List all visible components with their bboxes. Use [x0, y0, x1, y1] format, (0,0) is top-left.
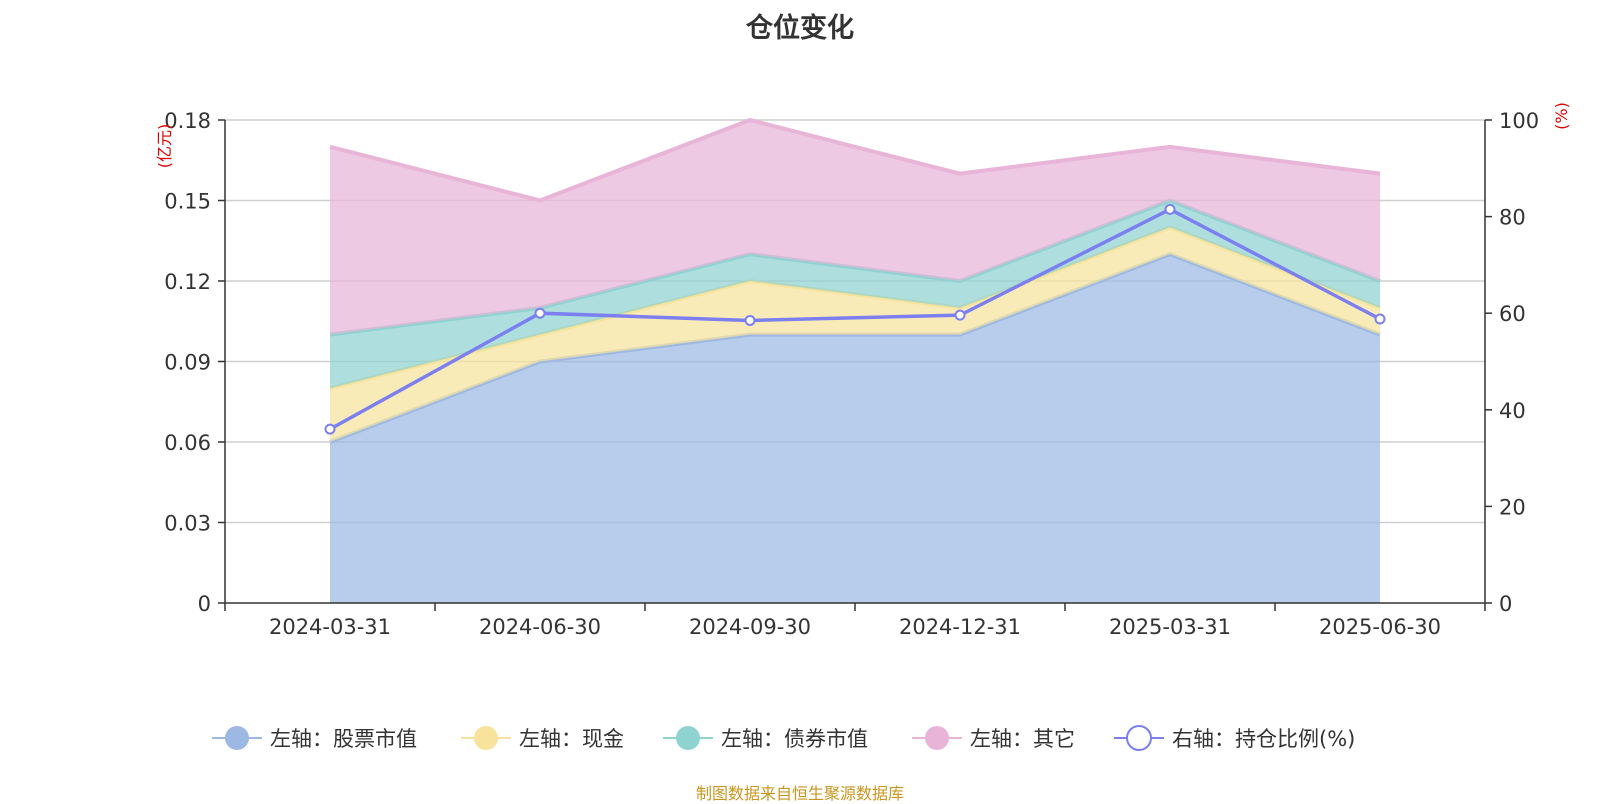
left-tick-label: 0.12 [164, 270, 211, 294]
legend-label: 右轴：持仓比例(%) [1172, 727, 1355, 751]
area-edge-4 [329, 117, 1381, 203]
legend-label: 左轴：其它 [970, 727, 1075, 751]
ratio-point [954, 309, 966, 321]
left-tick-label: 0.18 [164, 109, 211, 133]
left-tick-label: 0 [198, 592, 211, 616]
ratio-point [324, 423, 336, 435]
left-tick-label: 0.09 [164, 351, 211, 375]
right-tick-label: 60 [1499, 302, 1526, 326]
x-tick-label: 2025-03-31 [1109, 615, 1231, 639]
ratio-line [329, 207, 1381, 431]
ratio-point [1164, 203, 1176, 215]
source-note: 制图数据来自恒生聚源数据库 [695, 784, 904, 803]
area-series [329, 117, 1381, 603]
legend-label: 左轴：债券市值 [721, 727, 868, 751]
chart-title: 仓位变化 [746, 13, 854, 44]
legend-marker [676, 726, 700, 750]
legend-item: 左轴：债券市值 [663, 726, 868, 751]
ratio-line-series [324, 203, 1386, 435]
right-tick-label: 80 [1499, 206, 1526, 230]
right-tick-label: 20 [1499, 495, 1526, 519]
legend-marker [225, 726, 249, 750]
x-tick-label: 2025-06-30 [1319, 615, 1441, 639]
x-tick-label: 2024-03-31 [269, 615, 391, 639]
ratio-point [744, 314, 756, 326]
left-tick-label: 0.06 [164, 431, 211, 455]
legend-label: 左轴：现金 [519, 727, 624, 751]
left-tick-label: 0.15 [164, 190, 211, 214]
area-4 [330, 120, 1380, 335]
right-axis-unit: (%) [1552, 102, 1571, 130]
ratio-point [534, 307, 546, 319]
legend: 左轴：股票市值 左轴：现金 左轴：债券市值 左轴：其它 右轴：持仓比例(%) [212, 725, 1355, 751]
x-tick-label: 2024-09-30 [689, 615, 811, 639]
area-1 [330, 254, 1380, 603]
legend-item: 左轴：股票市值 [212, 726, 417, 751]
left-axis-unit: (亿元) [155, 124, 174, 169]
legend-marker [474, 726, 498, 750]
legend-item: 左轴：其它 [912, 726, 1075, 751]
legend-label: 左轴：股票市值 [270, 727, 417, 751]
right-tick-label: 100 [1499, 109, 1539, 133]
ratio-point [1374, 313, 1386, 325]
x-tick-label: 2024-12-31 [899, 615, 1021, 639]
right-tick-label: 0 [1499, 592, 1512, 616]
left-tick-label: 0.03 [164, 512, 211, 536]
legend-marker [925, 726, 949, 750]
legend-item: 右轴：持仓比例(%) [1114, 725, 1355, 751]
legend-item: 左轴：现金 [461, 726, 624, 751]
x-tick-label: 2024-06-30 [479, 615, 601, 639]
legend-marker [1126, 725, 1152, 751]
right-tick-label: 40 [1499, 399, 1526, 423]
axes: 0 0.03 0.06 0.09 0.12 0.15 0.18 0 20 40 60 80 100 202… [155, 102, 1571, 639]
